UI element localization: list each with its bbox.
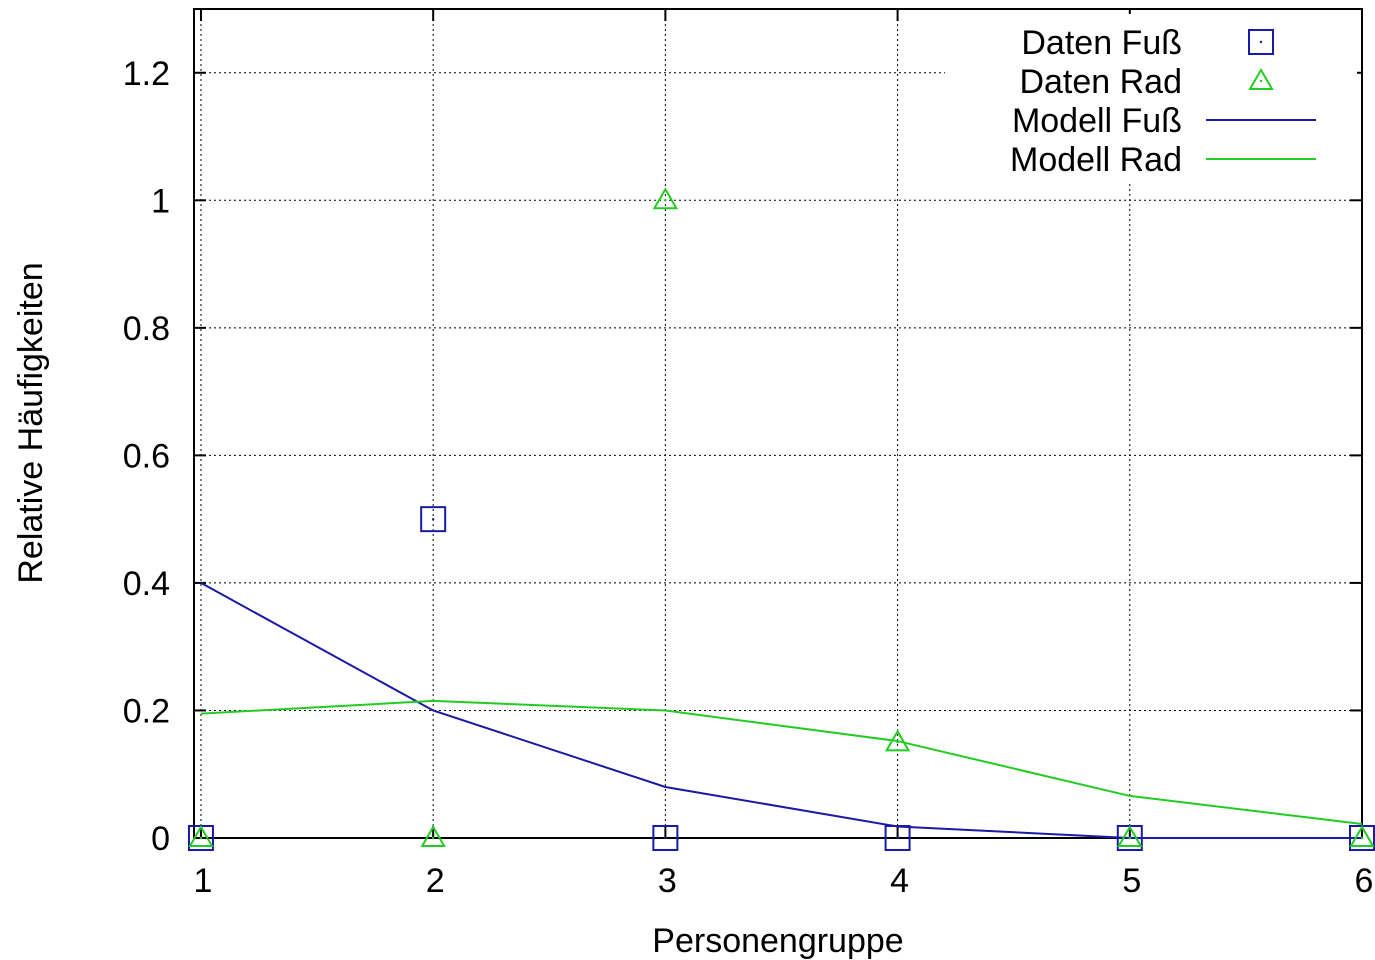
legend-label: Daten Rad bbox=[1019, 63, 1182, 101]
y-tick-label: 0.2 bbox=[123, 692, 170, 730]
data-point-daten-fuß-dot bbox=[664, 836, 667, 840]
data-point-daten-rad bbox=[420, 825, 446, 847]
legend-marker-dot bbox=[1259, 40, 1263, 44]
legend-marker bbox=[1248, 29, 1274, 55]
y-tick-label: 1.2 bbox=[123, 55, 170, 93]
y-tick-label: 0.4 bbox=[123, 565, 170, 603]
x-axis-title: Personengruppe bbox=[652, 922, 903, 960]
x-tick-label: 4 bbox=[890, 862, 909, 900]
data-point-daten-rad bbox=[1349, 825, 1375, 847]
legend-background bbox=[945, 14, 1357, 184]
data-point-daten-rad-dot bbox=[896, 741, 899, 744]
data-point-daten-fuß-dot bbox=[896, 836, 899, 840]
data-point-daten-rad-dot bbox=[199, 836, 203, 840]
legend-marker-dot bbox=[1259, 79, 1263, 83]
x-tick-label: 5 bbox=[1122, 862, 1141, 900]
data-point-daten-fuß bbox=[420, 506, 447, 533]
data-point-daten-fuß bbox=[884, 825, 911, 851]
data-point-daten-rad bbox=[1117, 825, 1143, 847]
data-point-daten-rad bbox=[884, 729, 911, 752]
y-tick-label: 1 bbox=[151, 182, 170, 220]
legend-marker bbox=[1248, 68, 1274, 90]
y-axis-title: Relative Häufigkeiten bbox=[12, 262, 50, 583]
data-point-daten-rad-dot bbox=[1360, 836, 1364, 840]
data-point-daten-fuß bbox=[652, 825, 679, 851]
data-point-daten-rad-dot bbox=[1128, 836, 1131, 840]
data-point-daten-fuß-dot bbox=[431, 517, 435, 521]
data-point-daten-rad-dot bbox=[664, 199, 667, 202]
data-point-daten-rad bbox=[188, 825, 214, 847]
data-point-daten-rad-dot bbox=[431, 836, 435, 840]
legend-label: Modell Rad bbox=[1010, 141, 1182, 179]
series-line-modell-rad bbox=[200, 699, 1363, 825]
legend-label: Daten Fuß bbox=[1021, 24, 1182, 62]
y-tick-label: 0.6 bbox=[123, 437, 170, 475]
x-tick-label: 3 bbox=[658, 862, 677, 900]
legend-label: Modell Fuß bbox=[1012, 102, 1182, 140]
y-tick-label: 0.8 bbox=[123, 310, 170, 348]
axes: 1 2 3 4 5 6 0 0.2 0.4 0.6 0.8 1 1.2 bbox=[123, 8, 1374, 900]
x-tick-label: 2 bbox=[426, 862, 445, 900]
plot-area bbox=[187, 187, 1375, 851]
x-tick-label: 6 bbox=[1355, 862, 1374, 900]
x-tick-label: 1 bbox=[194, 862, 213, 900]
y-tick-label: 0 bbox=[151, 820, 170, 858]
data-point-daten-rad bbox=[652, 187, 679, 210]
series-line-modell-fuß bbox=[200, 582, 1362, 839]
